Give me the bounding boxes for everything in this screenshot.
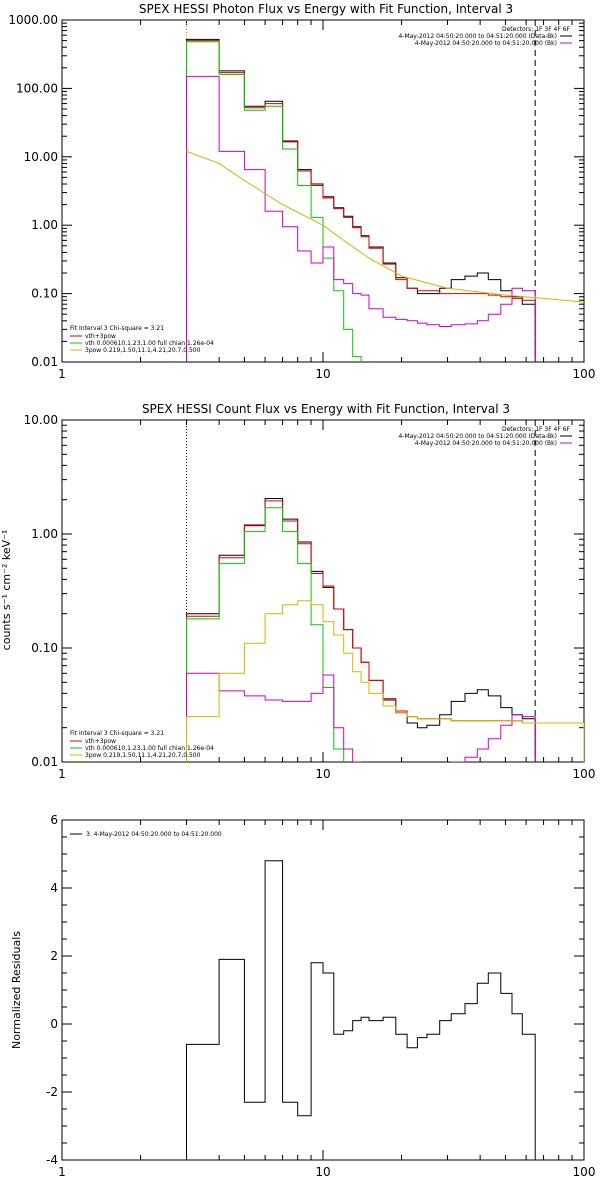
photon-flux-legend-vth: vth 0.000610,1.23,1.00 full chian 1.26e-… <box>85 340 214 347</box>
photon-flux-ticks: 1 10 100 0.01 0.10 1.00 10.00 100.00 1000.00 <box>8 13 595 381</box>
residuals-ticks: 1 10 100 -4 -2 0 2 4 6 <box>46 813 595 1179</box>
residuals-x-tick-label: 100 <box>573 1165 596 1179</box>
photon-flux-y-tick-label: 0.10 <box>31 287 58 301</box>
photon-flux-title: SPEX HESSI Photon Flux vs Energy with Fi… <box>139 2 513 16</box>
count-flux-ticks: 1 10 100 0.01 0.10 1.00 10.00 <box>24 413 596 781</box>
residuals-series-line-0 <box>186 860 536 1160</box>
count-flux-title: SPEX HESSI Count Flux vs Energy with Fit… <box>142 402 510 416</box>
residuals-series <box>186 860 536 1160</box>
count-flux-series-line-2 <box>186 507 345 762</box>
photon-flux-x-tick-label: 10 <box>315 367 330 381</box>
photon-flux-legend-3pow: 3pow 0.219,1.50,11.1,4.21,20.7,0.500 <box>85 347 201 354</box>
count-flux-series-line-1 <box>186 500 536 762</box>
count-flux-panel: SPEX HESSI Count Flux vs Energy with Fit… <box>0 402 596 781</box>
count-flux-y-label: counts s⁻¹ cm⁻² keV⁻¹ <box>0 530 13 651</box>
photon-flux-series-line-0 <box>186 38 536 362</box>
residuals-legend-label: 3. 4-May-2012 04:50:20.000 to 04:51:20.0… <box>86 831 222 838</box>
count-flux-legend-bk: 4-May-2012 04:50:20.000 to 04:51:20.000 … <box>415 440 557 447</box>
count-flux-x-tick-label: 10 <box>315 767 330 781</box>
photon-flux-x-tick-label: 1 <box>58 367 66 381</box>
photon-flux-legend-bottom-left: Fit Interval 3 Chi-square = 3.21 vth+3po… <box>70 325 214 354</box>
count-flux-y-tick-label: 1.00 <box>31 527 58 541</box>
residuals-panel: Normalized Residuals 1 10 100 -4 -2 0 2 4 6 3. 4… <box>10 813 595 1179</box>
photon-flux-series-line-3 <box>186 75 536 362</box>
photon-flux-fit-header: Fit Interval 3 Chi-square = 3.21 <box>70 325 164 332</box>
count-flux-legend-top-right: Detectors: 1F 3F 4F 6F 4-May-2012 04:50:… <box>398 426 572 447</box>
count-flux-y-tick-label: 10.00 <box>24 413 58 427</box>
residuals-y-label: Normalized Residuals <box>10 931 23 1049</box>
count-flux-series-line-3 <box>186 672 536 762</box>
photon-flux-x-tick-label: 100 <box>573 367 596 381</box>
count-flux-legend-3pow: 3pow 0.219,1.50,11.1,4.21,20.7,0.500 <box>85 752 201 759</box>
photon-flux-y-tick-label: 10.00 <box>24 150 58 164</box>
photon-flux-series <box>186 38 584 362</box>
count-flux-legend-bottom-left: Fit Interval 3 Chi-square = 3.21 vth+3po… <box>70 730 214 759</box>
count-flux-y-tick-label: 0.01 <box>31 755 58 769</box>
photon-flux-legend-data: 4-May-2012 04:50:20.000 to 04:51:20.000 … <box>398 33 557 40</box>
count-flux-series-line-4 <box>186 600 584 762</box>
photon-flux-legend-vth3pow: vth+3pow <box>85 333 116 340</box>
residuals-y-tick-label: -2 <box>46 1085 58 1099</box>
residuals-x-tick-label: 1 <box>58 1165 66 1179</box>
count-flux-axes-frame <box>61 419 585 763</box>
residuals-x-tick-label: 10 <box>315 1165 330 1179</box>
residuals-y-tick-label: 6 <box>50 813 58 827</box>
count-flux-detectors-label: Detectors: 1F 3F 4F 6F <box>502 426 571 433</box>
count-flux-fit-header: Fit Interval 3 Chi-square = 3.21 <box>70 730 164 737</box>
photon-flux-y-tick-label: 0.01 <box>31 355 58 369</box>
residuals-y-tick-label: 4 <box>50 881 58 895</box>
count-flux-series-line-0 <box>186 498 536 762</box>
residuals-legend: 3. 4-May-2012 04:50:20.000 to 04:51:20.0… <box>70 831 222 838</box>
photon-flux-series-line-4 <box>186 150 584 303</box>
photon-flux-panel: SPEX HESSI Photon Flux vs Energy with Fi… <box>8 2 595 381</box>
photon-flux-legend-bk: 4-May-2012 04:50:20.000 to 04:51:20.000 … <box>415 40 557 47</box>
photon-flux-detectors-label: Detectors: 1F 3F 4F 6F <box>502 26 571 33</box>
photon-flux-y-tick-label: 1.00 <box>31 218 58 232</box>
count-flux-y-tick-label: 0.10 <box>31 641 58 655</box>
photon-flux-series-line-2 <box>186 41 362 362</box>
photon-flux-legend-top-right: Detectors: 1F 3F 4F 6F 4-May-2012 04:50:… <box>398 26 572 47</box>
count-flux-legend-data: 4-May-2012 04:50:20.000 to 04:51:20.000 … <box>398 433 557 440</box>
photon-flux-y-tick-label: 100.00 <box>16 81 58 95</box>
residuals-y-tick-label: -4 <box>46 1153 58 1167</box>
count-flux-x-tick-label: 100 <box>573 767 596 781</box>
photon-flux-series-line-1 <box>186 40 536 362</box>
count-flux-range-lines <box>186 420 536 762</box>
count-flux-legend-vth3pow: vth+3pow <box>85 738 116 745</box>
residuals-y-tick-label: 0 <box>50 1017 58 1031</box>
residuals-y-tick-label: 2 <box>50 949 58 963</box>
count-flux-x-tick-label: 1 <box>58 767 66 781</box>
count-flux-series <box>186 498 584 762</box>
count-flux-legend-vth: vth 0.000610,1.23,1.00 full chian 1.26e-… <box>85 745 214 752</box>
photon-flux-y-tick-label: 1000.00 <box>8 13 58 27</box>
residuals-axes-frame <box>61 819 585 1161</box>
